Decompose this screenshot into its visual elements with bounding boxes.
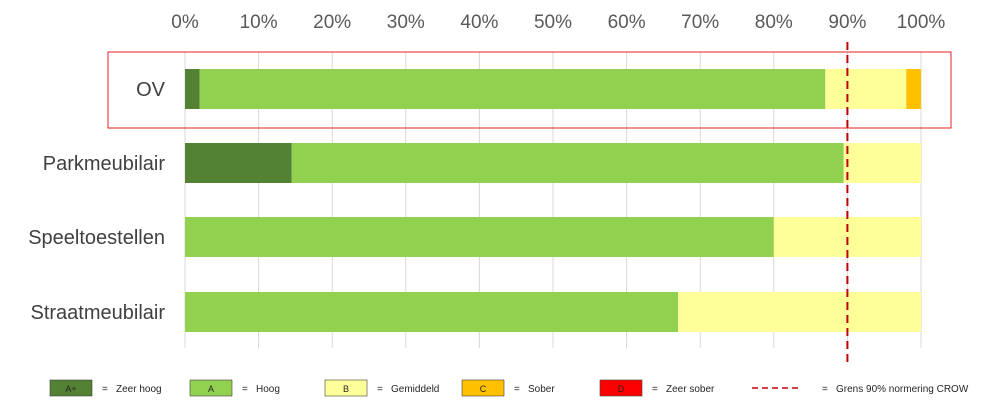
legend-swatch-aplus (49, 379, 93, 397)
category-label: OV (136, 79, 166, 101)
legend-swatch-b (324, 379, 368, 397)
legend-swatch-a (189, 379, 233, 397)
legend-key: C (480, 384, 487, 394)
legend-label: Zeer hoog (116, 384, 162, 395)
category-label: Straatmeubilair (30, 302, 165, 324)
bar-segment-a (185, 292, 679, 332)
category-label: Speeltoestellen (28, 227, 165, 249)
legend-key: A+ (65, 384, 76, 394)
x-tick-label: 100% (897, 12, 946, 33)
x-tick-label: 10% (240, 12, 278, 33)
legend-separator: = (514, 384, 520, 395)
x-tick-label: 70% (681, 12, 719, 33)
legend-key: D (618, 384, 625, 394)
highlight-box-ov (107, 51, 952, 129)
bar-segment-b (843, 143, 921, 183)
x-tick-label: 0% (171, 12, 199, 33)
legend-separator: = (102, 384, 108, 395)
legend-label: Hoog (256, 384, 280, 395)
bar-segment-a (199, 69, 826, 109)
legend-separator: = (242, 384, 248, 395)
legend-key: A (208, 384, 214, 394)
x-tick-label: 20% (313, 12, 351, 33)
bar-segment-c (906, 69, 921, 109)
bar-segment-b (678, 292, 921, 332)
legend-label-reference: Grens 90% normering CROW (836, 384, 969, 395)
legend-label: Sober (528, 384, 555, 395)
x-tick-label: 50% (534, 12, 572, 33)
bar-segment-a (185, 217, 774, 257)
legend-label: Gemiddeld (391, 384, 439, 395)
bar-segment-aplus (185, 69, 200, 109)
category-labels: OV Parkmeubilair Speeltoestellen Straatmeub… (28, 79, 165, 324)
bar-segment-aplus (185, 143, 292, 183)
x-tick-label: 60% (608, 12, 646, 33)
legend-key: B (343, 384, 349, 394)
legend-separator: = (377, 384, 383, 395)
bar-segment-a (291, 143, 844, 183)
legend-separator: = (822, 384, 828, 395)
x-tick-label: 90% (828, 12, 866, 33)
legend-swatch-c (461, 379, 505, 397)
x-tick-label: 30% (387, 12, 425, 33)
category-label: Parkmeubilair (43, 153, 166, 175)
highlight-box (107, 51, 952, 129)
legend-swatch-d (599, 379, 643, 397)
legend-label: Zeer sober (666, 384, 715, 395)
legend: A+ = Zeer hoog A = Hoog B = Gemiddeld C = Sober D = Ze… (49, 379, 969, 397)
x-tick-labels: 0% 10% 20% 30% 40% 50% 60% 70% 80% 90% 100% (171, 12, 945, 33)
legend-separator: = (652, 384, 658, 395)
bars (185, 69, 921, 332)
x-tick-label: 40% (460, 12, 498, 33)
bar-segment-b (825, 69, 907, 109)
x-tick-label: 80% (755, 12, 793, 33)
